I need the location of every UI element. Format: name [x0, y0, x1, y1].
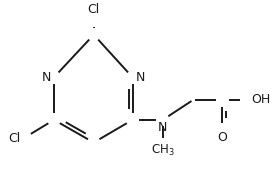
- Text: Cl: Cl: [9, 132, 21, 145]
- Text: N: N: [135, 71, 145, 84]
- Text: CH$_3$: CH$_3$: [151, 143, 175, 158]
- Text: N: N: [158, 121, 167, 134]
- Text: OH: OH: [252, 93, 271, 106]
- Text: N: N: [42, 71, 51, 84]
- Text: O: O: [218, 131, 227, 144]
- Text: Cl: Cl: [88, 3, 100, 16]
